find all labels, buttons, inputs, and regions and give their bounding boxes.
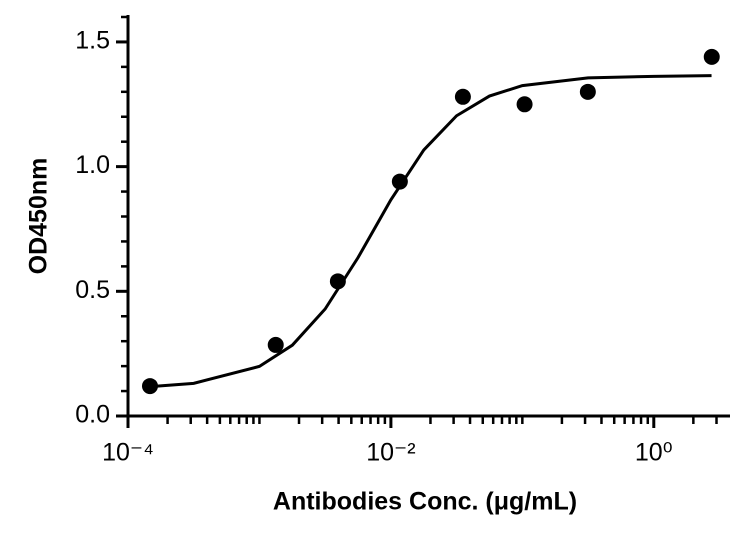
x-axis-label: Antibodies Conc. (μg/mL)	[273, 488, 577, 516]
data-point	[579, 83, 596, 100]
y-tick-label: 1.5	[75, 27, 110, 55]
fit-curve	[150, 74, 712, 389]
y-tick-label: 0.5	[75, 276, 110, 304]
y-tick-label: 0.0	[75, 401, 110, 429]
x-tick-label: 10⁰	[635, 439, 673, 467]
y-tick-label: 1.0	[75, 151, 110, 179]
data-point	[516, 96, 533, 113]
x-tick-label: 10⁻²	[366, 439, 415, 467]
data-point	[141, 378, 158, 395]
x-tick-label: 10⁻⁴	[102, 439, 154, 467]
y-axis-label: OD450nm	[25, 158, 53, 275]
data-point	[267, 336, 284, 353]
data-point	[454, 88, 471, 105]
data-point	[703, 48, 720, 65]
